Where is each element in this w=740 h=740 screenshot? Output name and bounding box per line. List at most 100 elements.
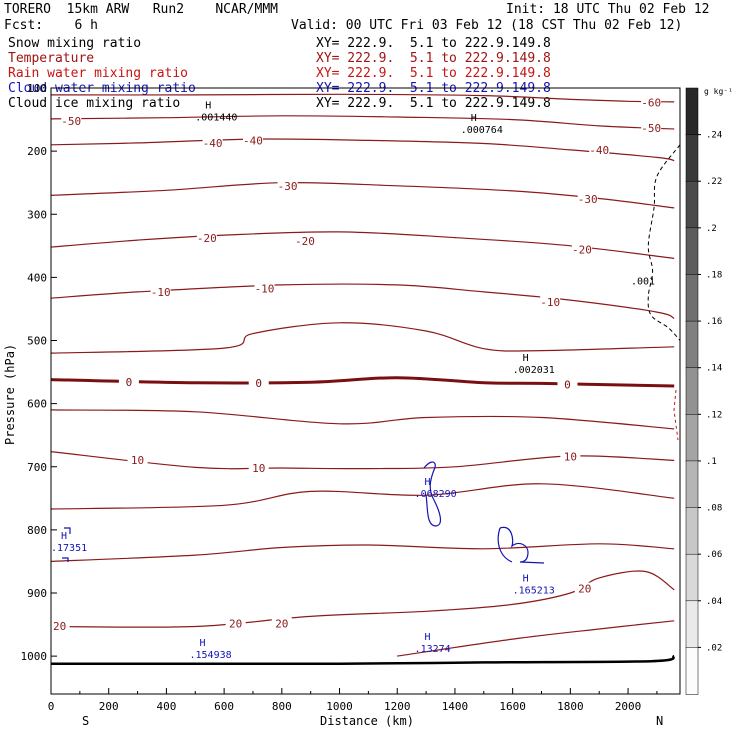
contour-label-bg bbox=[574, 582, 595, 595]
cloud-water-contour-south-2 bbox=[62, 557, 69, 562]
contour-label: -40 bbox=[203, 137, 223, 150]
y-tick-label: 1000 bbox=[21, 650, 48, 663]
colorbar-label: .12 bbox=[706, 410, 722, 420]
contour-label: -20 bbox=[197, 232, 217, 245]
colorbar-cell bbox=[685, 600, 699, 649]
colorbar-label: .08 bbox=[706, 504, 722, 514]
colorbar-label: .2 bbox=[706, 224, 717, 234]
colorbar-cell bbox=[685, 320, 699, 369]
header-model: TORERO 15km ARW Run2 NCAR/MMM bbox=[4, 2, 278, 17]
contour-label: -20 bbox=[572, 244, 592, 257]
x-tick-label: 1800 bbox=[557, 700, 584, 713]
max-marker-snow: H bbox=[523, 353, 529, 364]
field-xy-rain: XY= 222.9. 5.1 to 222.9.149.8 bbox=[316, 66, 551, 81]
temperature-contour--60 bbox=[50, 93, 675, 103]
colorbar-cell bbox=[685, 414, 699, 462]
x-tick-label: 1400 bbox=[442, 700, 469, 713]
contour-label: 0 bbox=[564, 379, 571, 392]
max-marker-cloud: H bbox=[199, 638, 205, 649]
contour-label: -40 bbox=[243, 134, 263, 147]
colorbar-label: .1 bbox=[706, 457, 717, 467]
contour-label: 20 bbox=[578, 583, 591, 596]
max-marker-rain: H bbox=[425, 477, 431, 488]
colorbar-label: .14 bbox=[706, 364, 722, 374]
x-tick-label: 600 bbox=[214, 700, 234, 713]
field-label-cloud-water: Cloud water mixing ratio bbox=[8, 81, 196, 96]
contour-label-bg bbox=[242, 134, 263, 147]
temperature-contour-unlabeled-13 bbox=[397, 620, 675, 657]
temperature-contour--20 bbox=[50, 231, 675, 259]
contour-label: -10 bbox=[151, 286, 171, 299]
y-axis-label: Pressure (hPa) bbox=[3, 344, 17, 445]
contour-label-bg bbox=[271, 617, 292, 630]
contour-label-bg bbox=[248, 376, 269, 389]
y-tick-label: 900 bbox=[27, 587, 47, 600]
field-label-rain: Rain water mixing ratio bbox=[8, 66, 189, 81]
colorbar: .24 .22 .2 .18 .16 .14 .12 .1 .08 .06 .04 .02 bbox=[685, 87, 722, 695]
y-tick-label: 600 bbox=[27, 398, 47, 411]
colorbar-cell bbox=[685, 367, 699, 416]
temperature-contour-unlabeled-10 bbox=[50, 483, 675, 510]
colorbar-label: .06 bbox=[706, 550, 722, 560]
max-value-rain: .068290 bbox=[415, 489, 457, 500]
colorbar-cell bbox=[685, 274, 699, 322]
contour-label-bg bbox=[557, 378, 578, 391]
contour-label-bg bbox=[150, 285, 171, 298]
contour-label-bg bbox=[540, 295, 561, 308]
contour-label-bg bbox=[641, 121, 662, 134]
max-marker-snow: H bbox=[471, 113, 477, 124]
y-tick-label: 200 bbox=[27, 145, 47, 158]
colorbar-label: .16 bbox=[706, 317, 722, 327]
max-value-cloud: .17351 bbox=[51, 543, 87, 554]
contour-label: 20 bbox=[53, 620, 66, 633]
temperature-contour-0 bbox=[50, 376, 675, 388]
contour-label-bg bbox=[571, 243, 592, 256]
snow-contour-label: .001 bbox=[631, 277, 655, 288]
cloud-water-contour-rain-max bbox=[423, 461, 442, 527]
y-tick-label: 400 bbox=[27, 271, 47, 284]
contour-label: -40 bbox=[589, 144, 609, 157]
contour-label: -30 bbox=[578, 193, 598, 206]
contour-label: 10 bbox=[564, 451, 577, 464]
colorbar-cell bbox=[685, 134, 699, 182]
north-label: N bbox=[656, 714, 663, 728]
field-xy-temperature: XY= 222.9. 5.1 to 222.9.149.8 bbox=[316, 51, 551, 66]
contour-label: 0 bbox=[126, 376, 133, 389]
contour-label-bg bbox=[196, 232, 217, 245]
field-label-cloud-ice: Cloud ice mixing ratio bbox=[8, 96, 181, 111]
contour-label-bg bbox=[225, 617, 246, 630]
x-tick-label: 400 bbox=[156, 700, 176, 713]
contour-label-bg bbox=[294, 234, 315, 247]
contour-label: -50 bbox=[641, 122, 661, 135]
temperature-contour--50 bbox=[50, 115, 675, 130]
contour-label-bg bbox=[61, 114, 82, 127]
contour-label-bg bbox=[127, 453, 148, 466]
contour-label: 10 bbox=[131, 454, 144, 467]
temperature-contour-unlabeled-6 bbox=[50, 322, 675, 354]
temperature-contour-unlabeled-11 bbox=[50, 543, 675, 562]
contour-label-bg bbox=[577, 193, 598, 206]
field-label-temperature: Temperature bbox=[8, 51, 95, 66]
colorbar-cell bbox=[685, 227, 699, 276]
axes-layer: 0 200 400 600 800 1000 1200 1400 1600 1800 2000100… bbox=[21, 82, 658, 713]
contour-label: -20 bbox=[295, 235, 315, 248]
temperature-contour-unlabeled-8 bbox=[50, 409, 675, 430]
snow-contour bbox=[647, 144, 681, 341]
cloud-water-contour-north-west bbox=[497, 527, 513, 563]
x-tick-label: 0 bbox=[48, 700, 55, 713]
field-xy-cloud-ice: XY= 222.9. 5.1 to 222.9.149.8 bbox=[316, 96, 551, 111]
header-forecast: Fcst: 6 h bbox=[4, 18, 98, 33]
colorbar-cell bbox=[685, 647, 699, 695]
contour-label: -10 bbox=[540, 296, 560, 309]
temperature-contour--10 bbox=[50, 283, 675, 319]
y-tick-label: 500 bbox=[27, 335, 47, 348]
max-value-cloud: .13274 bbox=[415, 644, 451, 655]
colorbar-cell bbox=[685, 87, 699, 136]
contour-label: -50 bbox=[61, 115, 81, 128]
rain-contour bbox=[673, 389, 679, 441]
ground-line bbox=[50, 654, 675, 666]
colorbar-label: .24 bbox=[706, 131, 722, 141]
cloud-water-contour-south bbox=[64, 527, 71, 534]
contour-label-bg bbox=[202, 136, 223, 149]
contour-label: 10 bbox=[252, 462, 265, 475]
